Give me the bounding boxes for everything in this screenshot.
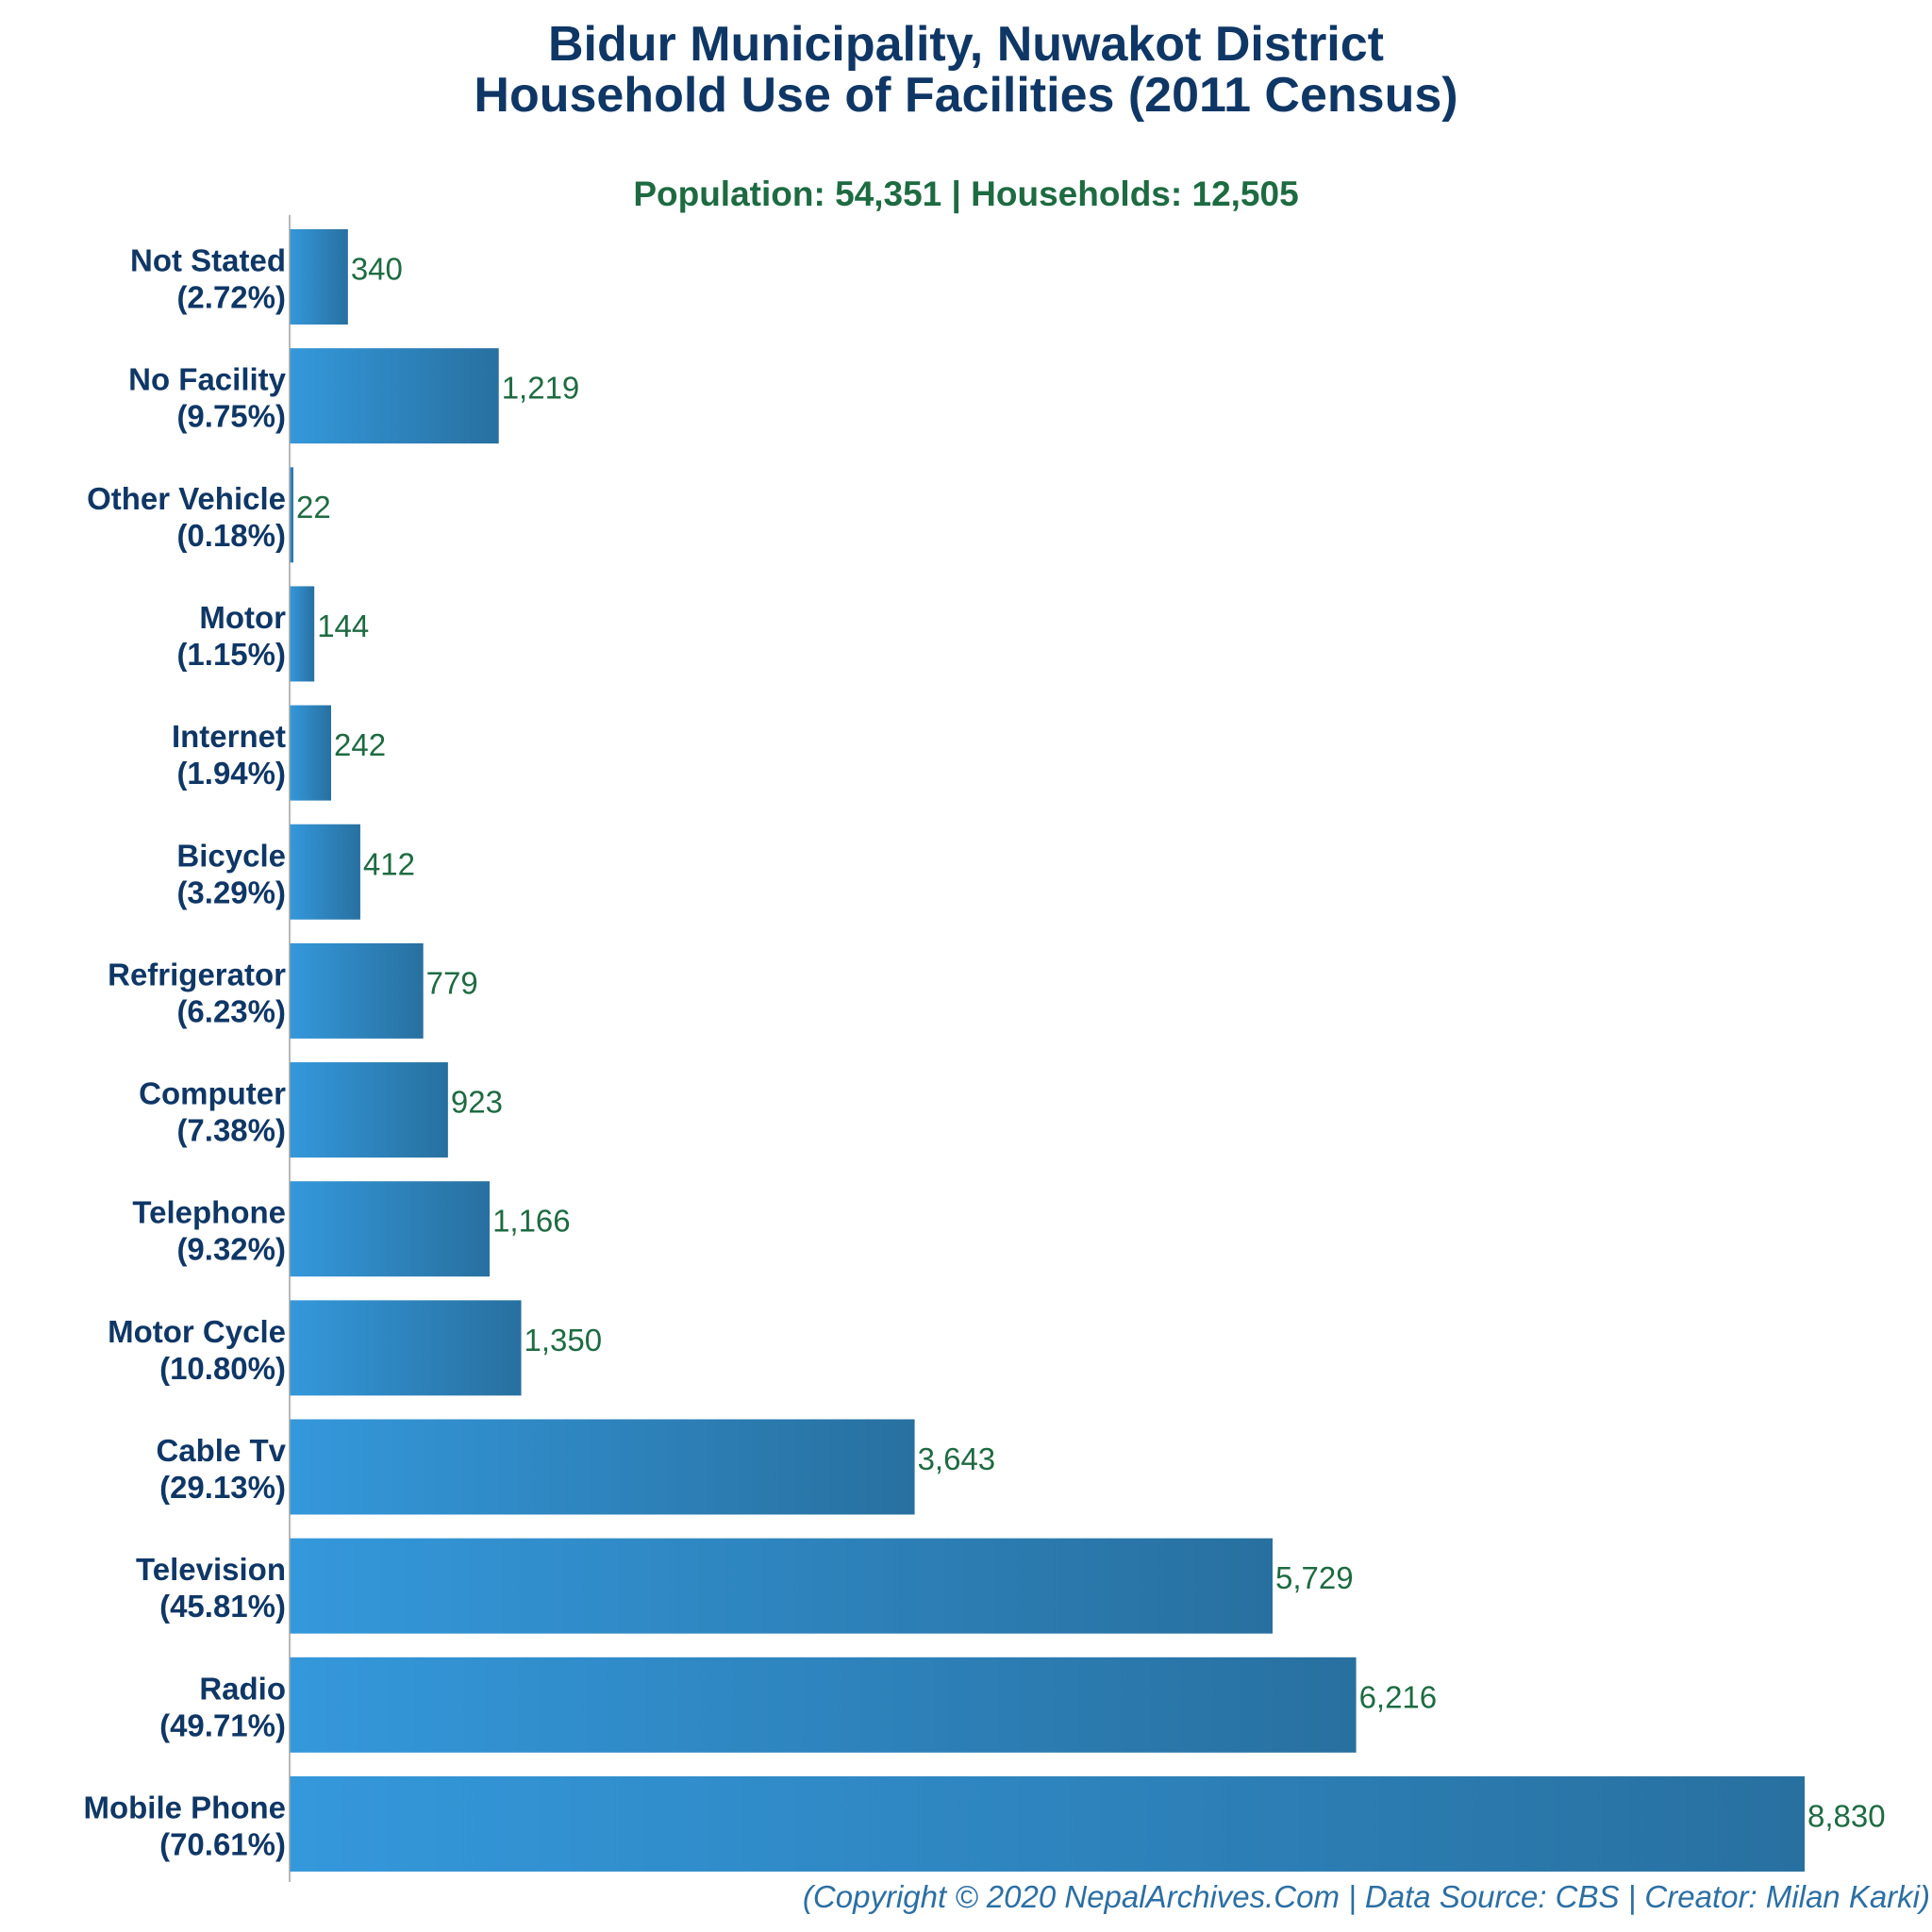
- category-name: Computer: [139, 1076, 286, 1111]
- bar-mobile-phone: [290, 1775, 1805, 1872]
- category-name: Bicycle: [176, 838, 286, 873]
- category-label: Cable Tv (29.13%): [156, 1433, 286, 1505]
- category-label: Radio (49.71%): [159, 1671, 286, 1742]
- category-percent: (29.13%): [159, 1470, 286, 1505]
- chart-title-line-2: Household Use of Facilities (2011 Census…: [474, 68, 1457, 123]
- value-label: 923: [451, 1085, 503, 1120]
- category-label: Motor (1.15%): [176, 600, 286, 672]
- category-name: Television: [136, 1552, 286, 1587]
- value-label: 3,643: [918, 1441, 996, 1476]
- category-name: Internet: [172, 719, 286, 754]
- category-percent: (9.75%): [176, 399, 286, 434]
- bar-telephone: [290, 1181, 491, 1277]
- category-name: Motor Cycle: [108, 1314, 286, 1349]
- chart-subtitle: Population: 54,351 | Households: 12,505: [633, 175, 1298, 214]
- category-percent: (7.38%): [176, 1113, 286, 1148]
- category-name: No Facility: [128, 362, 287, 397]
- category-label: Telephone (9.32%): [132, 1195, 286, 1267]
- category-label: No Facility (9.75%): [128, 362, 287, 434]
- value-label: 8,830: [1807, 1798, 1886, 1833]
- bar-cable-tv: [290, 1419, 915, 1515]
- category-name: Telephone: [132, 1195, 286, 1230]
- value-labels-group: 340 1,219 22 144 242 412 779 923 1,166 1,350 3,643…: [296, 252, 1886, 1834]
- category-percent: (3.29%): [176, 874, 286, 909]
- bar-not-stated: [290, 229, 348, 325]
- value-label: 1,219: [502, 371, 580, 406]
- category-label: Other Vehicle (0.18%): [87, 481, 286, 553]
- category-name: Mobile Phone: [84, 1790, 287, 1824]
- category-name: Other Vehicle: [87, 481, 286, 516]
- category-label: Not Stated (2.72%): [130, 243, 286, 315]
- category-label: Bicycle (3.29%): [176, 838, 286, 909]
- bar-refrigerator: [290, 942, 424, 1039]
- category-percent: (10.80%): [159, 1351, 286, 1386]
- category-label: Computer (7.38%): [139, 1076, 286, 1148]
- value-label: 1,350: [525, 1323, 603, 1357]
- value-label: 412: [363, 846, 415, 881]
- category-label: Refrigerator (6.23%): [108, 957, 286, 1028]
- category-percent: (49.71%): [159, 1707, 286, 1742]
- category-percent: (45.81%): [159, 1589, 286, 1624]
- bar-motor: [290, 586, 315, 682]
- category-label: Internet (1.94%): [172, 719, 286, 791]
- bar-television: [290, 1538, 1273, 1634]
- category-labels-group: Not Stated (2.72%) No Facility (9.75%) Other…: [84, 243, 287, 1862]
- bar-no-facility: [290, 348, 499, 444]
- category-name: Radio: [199, 1671, 286, 1706]
- bar-motor-cycle: [290, 1300, 522, 1396]
- category-percent: (2.72%): [176, 280, 286, 315]
- category-label: Television (45.81%): [136, 1552, 286, 1624]
- category-percent: (6.23%): [176, 993, 286, 1028]
- bar-computer: [290, 1062, 448, 1158]
- footer-credit: (Copyright © 2020 NepalArchives.Com | Da…: [803, 1879, 1930, 1914]
- category-name: Not Stated: [130, 243, 286, 278]
- category-percent: (1.15%): [176, 637, 286, 672]
- category-label: Motor Cycle (10.80%): [108, 1314, 286, 1386]
- value-label: 6,216: [1359, 1679, 1438, 1714]
- category-percent: (9.32%): [176, 1232, 286, 1267]
- bar-internet: [290, 705, 332, 801]
- value-label: 340: [351, 252, 403, 287]
- value-label: 144: [317, 608, 369, 643]
- value-label: 779: [426, 965, 478, 1000]
- bars-group: [290, 229, 1805, 1872]
- bar-bicycle: [290, 824, 360, 920]
- value-label: 1,166: [492, 1204, 571, 1239]
- value-label: 242: [334, 727, 386, 762]
- value-label: 5,729: [1275, 1560, 1354, 1595]
- category-label: Mobile Phone (70.61%): [84, 1790, 287, 1861]
- category-percent: (1.94%): [176, 756, 286, 791]
- bar-other-vehicle: [290, 467, 294, 563]
- category-percent: (0.18%): [176, 518, 286, 553]
- category-name: Cable Tv: [156, 1433, 286, 1468]
- category-name: Motor: [199, 600, 286, 635]
- bar-radio: [290, 1657, 1357, 1753]
- category-percent: (70.61%): [159, 1826, 286, 1861]
- chart-title-line-1: Bidur Municipality, Nuwakot District: [548, 17, 1384, 72]
- category-name: Refrigerator: [108, 957, 286, 991]
- value-label: 22: [296, 490, 331, 525]
